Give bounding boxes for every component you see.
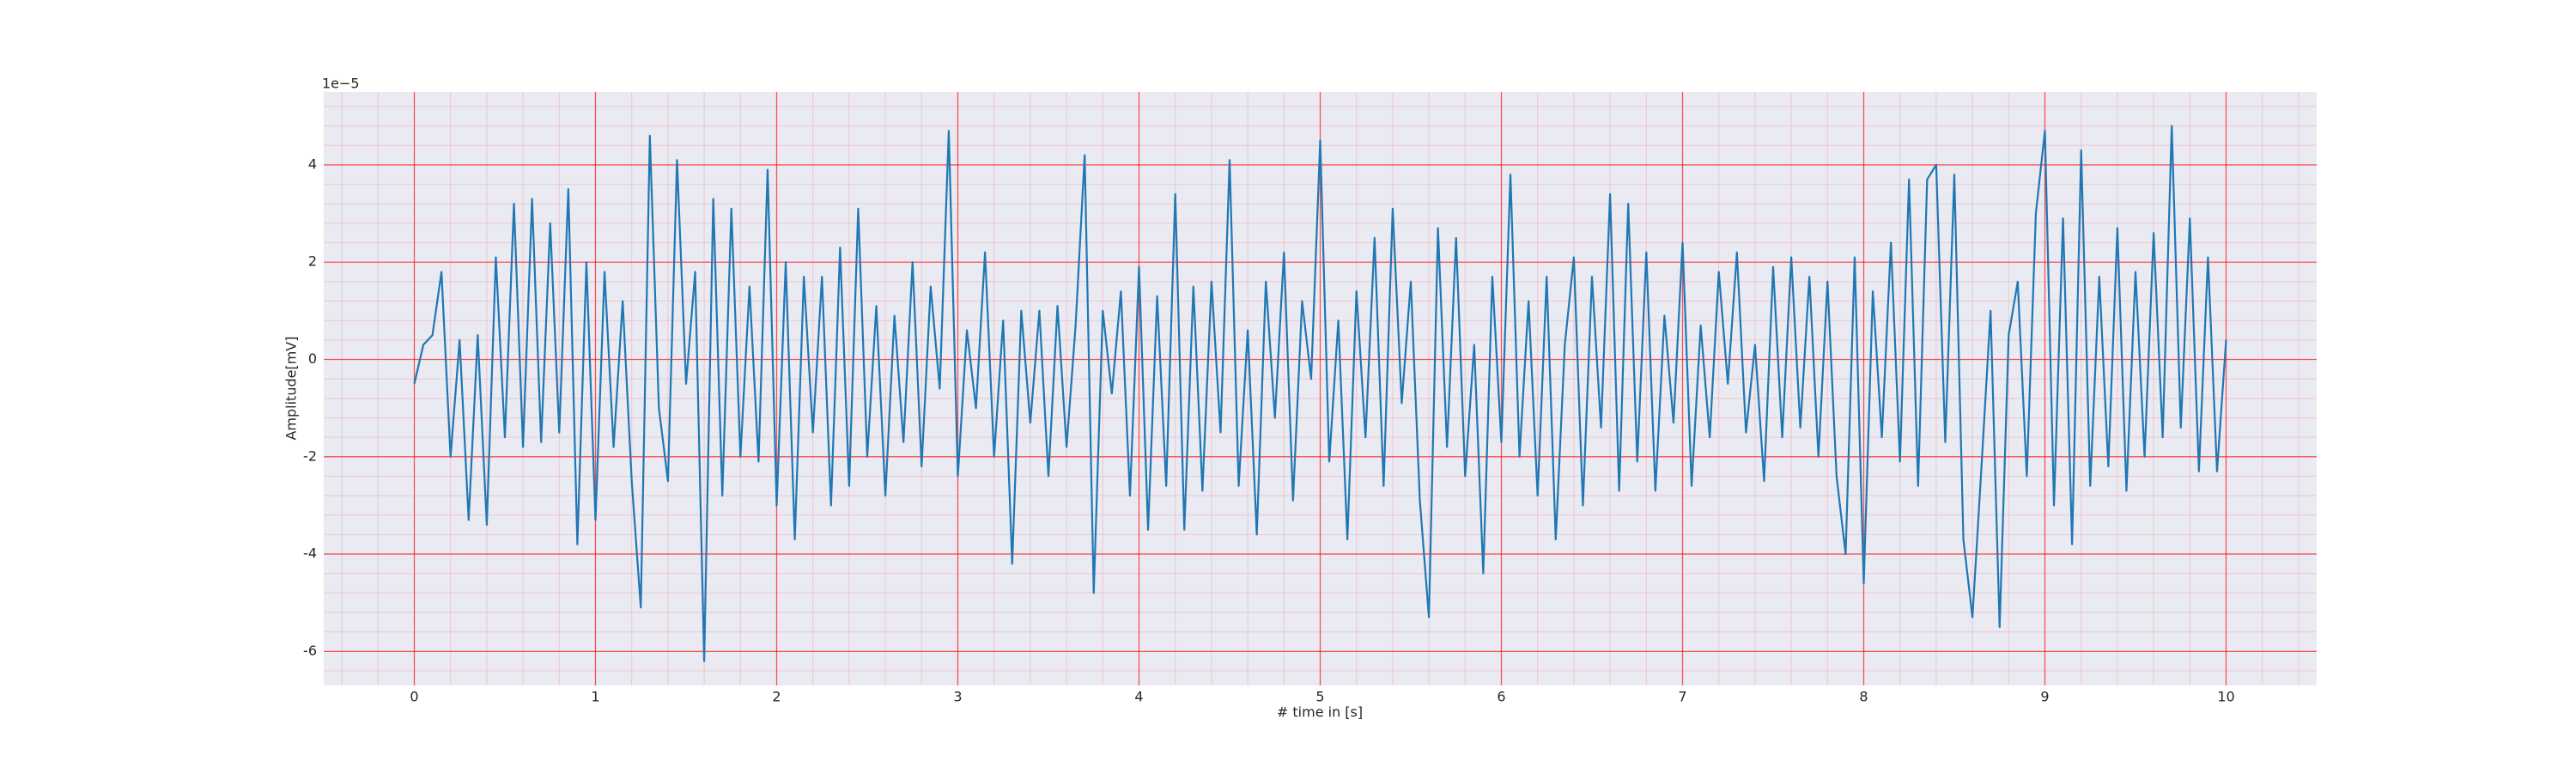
- y-tick-label: -6: [303, 642, 317, 659]
- y-tick-label: -4: [303, 545, 317, 562]
- x-tick-label: 7: [1678, 689, 1686, 705]
- y-tick-label: 2: [308, 253, 317, 270]
- x-tick-label: 4: [1134, 689, 1143, 705]
- y-tick-label: -2: [303, 447, 317, 464]
- x-tick-label: 8: [1859, 689, 1868, 705]
- x-tick-label: 9: [2040, 689, 2049, 705]
- x-axis-label: # time in [s]: [1277, 704, 1363, 721]
- signal-line: [413, 125, 2227, 662]
- y-offset-text: 1e−5: [322, 76, 360, 92]
- x-tick-label: 10: [2217, 689, 2234, 705]
- x-tick-label: 3: [953, 689, 962, 705]
- y-tick-label: 0: [308, 350, 317, 367]
- x-tick-label: 6: [1497, 689, 1505, 705]
- x-tick-label: 2: [772, 689, 781, 705]
- y-axis-label: Amplitude[mV]: [283, 336, 300, 440]
- x-tick-label: 5: [1315, 689, 1324, 705]
- y-tick-label: 4: [308, 155, 317, 172]
- x-tick-label: 1: [591, 689, 599, 705]
- x-tick-label: 0: [410, 689, 418, 705]
